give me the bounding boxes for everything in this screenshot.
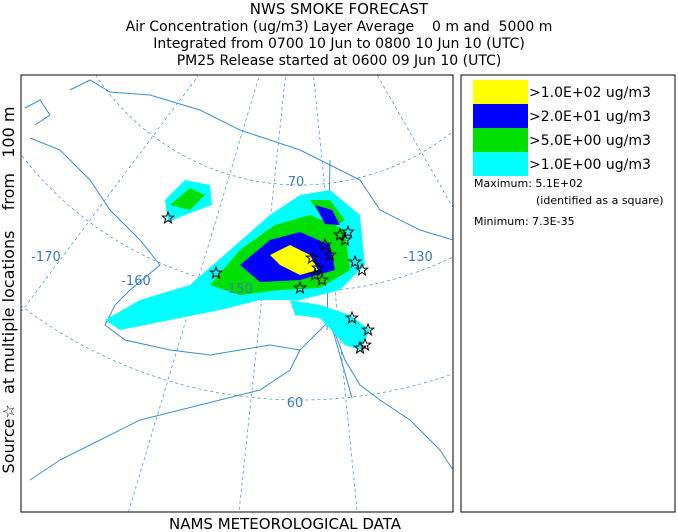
- legend-label: >1.0E+00 ug/m3: [529, 157, 651, 173]
- source-star: [352, 340, 368, 355]
- smoke-contour: [290, 300, 370, 350]
- maximum-note: (identified as a square): [536, 194, 664, 207]
- subtitle: Integrated from 0700 10 Jun to 0800 10 J…: [153, 36, 525, 52]
- source-star: [310, 260, 326, 275]
- smoke-contour: [270, 245, 318, 275]
- footer: NAMS METEOROLOGICAL DATA: [169, 515, 402, 532]
- smoke-contour: [315, 205, 340, 225]
- minimum: Minimum: 7.3E-35: [474, 215, 575, 228]
- graticule: [21, 75, 200, 313]
- source-star: [360, 322, 376, 337]
- smoke: [105, 180, 370, 350]
- source-star: [354, 262, 370, 277]
- legend-swatch: [473, 152, 528, 176]
- graticule: [128, 75, 260, 512]
- subtitle: Air Concentration (ug/m3) Layer Average …: [126, 19, 553, 35]
- source-star: [304, 250, 320, 265]
- map-label: 60: [287, 396, 304, 411]
- coastline: [24, 79, 453, 481]
- sources: [160, 210, 376, 355]
- smoke-contour: [170, 188, 205, 210]
- title: NWS SMOKE FORECAST: [250, 0, 429, 18]
- source-star: [322, 247, 338, 262]
- source-star: [160, 210, 176, 225]
- map-label: -160: [121, 274, 151, 289]
- legend-swatch: [473, 80, 528, 104]
- source-star: [208, 265, 224, 280]
- map-label: -130: [403, 250, 433, 265]
- source-star: [317, 237, 333, 252]
- source-star: [340, 224, 356, 239]
- source-star: [292, 280, 308, 295]
- source-star: [347, 254, 363, 269]
- legend-swatch: [473, 104, 528, 128]
- legend-label: >1.0E+02 ug/m3: [529, 85, 651, 101]
- source-star: [337, 232, 353, 247]
- source-star: [307, 267, 323, 282]
- maximum: Maximum: 5.1E+02: [474, 177, 583, 190]
- graticule: [21, 305, 453, 401]
- subtitle: PM25 Release started at 0600 09 Jun 10 (…: [177, 53, 502, 69]
- source-star: [344, 310, 360, 325]
- map-label: -170: [31, 250, 61, 265]
- source-star: [332, 227, 348, 242]
- graticule: [95, 75, 453, 186]
- legend-label: >5.0E+00 ug/m3: [529, 133, 651, 149]
- source-label: Source☆ at multiple locations from 100 m: [0, 107, 18, 474]
- map-label: 70: [288, 175, 305, 190]
- map-label: -150: [223, 282, 253, 297]
- legend-swatch: [473, 128, 528, 152]
- legend-label: >2.0E+01 ug/m3: [529, 109, 651, 125]
